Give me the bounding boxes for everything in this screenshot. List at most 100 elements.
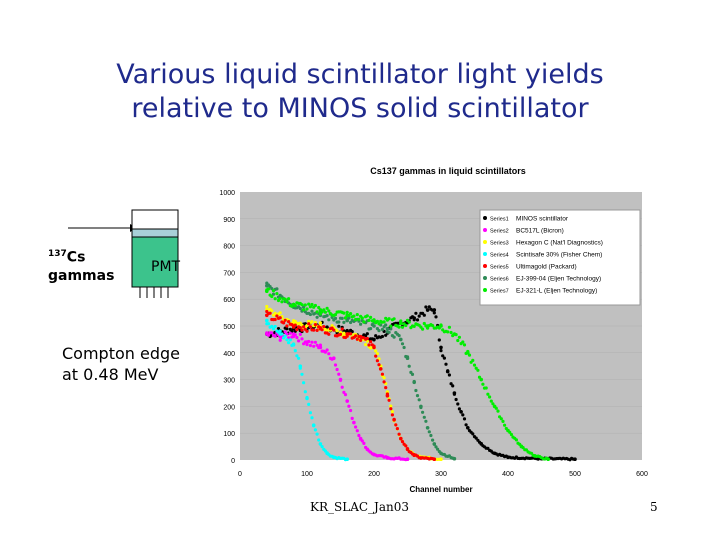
series-Series4	[265, 318, 350, 462]
data-point	[291, 324, 296, 328]
data-point	[412, 453, 417, 458]
data-point	[288, 331, 292, 335]
data-point	[421, 410, 425, 414]
data-point	[315, 328, 319, 332]
x-axis-label: Channel number	[409, 485, 472, 494]
data-point	[287, 297, 291, 301]
data-point	[308, 325, 312, 329]
compton-line-1: Compton edge	[62, 344, 180, 363]
data-point	[305, 396, 309, 401]
data-point	[375, 319, 379, 323]
data-point	[318, 321, 322, 325]
data-point	[327, 352, 331, 356]
data-point	[449, 330, 453, 335]
data-point	[441, 354, 445, 358]
data-point	[434, 445, 438, 449]
data-point	[337, 324, 341, 328]
data-point	[345, 399, 350, 403]
data-point	[392, 317, 396, 321]
data-point	[283, 318, 287, 322]
data-point	[422, 313, 426, 317]
data-point	[389, 324, 393, 328]
data-point	[275, 287, 279, 291]
data-point	[283, 330, 287, 334]
data-point	[431, 324, 435, 328]
data-point	[382, 376, 386, 380]
data-point	[375, 359, 379, 363]
data-point	[302, 308, 306, 312]
data-point	[278, 334, 283, 339]
legend-marker	[483, 264, 487, 268]
data-point	[474, 436, 478, 440]
data-point	[343, 393, 348, 397]
data-point	[481, 382, 485, 386]
data-point	[322, 325, 326, 329]
data-point	[402, 345, 406, 350]
slide-footer: KR_SLAC_Jan03	[310, 500, 409, 514]
data-point	[390, 413, 394, 417]
data-point	[268, 311, 272, 315]
data-point	[325, 348, 329, 352]
data-point	[332, 455, 336, 460]
data-point	[295, 354, 299, 358]
legend-marker	[483, 240, 487, 244]
data-point	[278, 332, 283, 336]
data-point	[318, 326, 323, 331]
data-point	[407, 320, 411, 324]
chart-title: Cs137 gammas in liquid scintillators	[370, 166, 526, 176]
data-point	[300, 328, 304, 332]
data-point	[447, 373, 451, 377]
data-point	[350, 330, 354, 334]
data-point	[333, 316, 338, 320]
data-point	[345, 329, 350, 334]
data-point	[298, 326, 302, 330]
data-point	[477, 375, 482, 379]
data-point	[310, 302, 314, 307]
x-tick-label: 400	[502, 471, 514, 478]
data-point	[308, 305, 312, 309]
data-point	[335, 329, 339, 333]
data-point	[444, 362, 448, 366]
data-point	[414, 311, 418, 315]
data-point	[338, 332, 343, 336]
data-point	[367, 318, 371, 322]
data-point	[270, 309, 274, 313]
data-point	[425, 324, 430, 328]
data-point	[355, 429, 359, 433]
data-point	[355, 313, 359, 317]
data-point	[275, 314, 279, 318]
data-point	[374, 349, 378, 353]
data-point	[415, 318, 420, 322]
data-point	[410, 372, 415, 376]
data-point	[359, 322, 363, 326]
data-point	[432, 442, 437, 446]
data-point	[340, 385, 344, 389]
page-number: 5	[650, 500, 658, 514]
data-point	[342, 320, 346, 324]
vial-top	[131, 209, 179, 230]
data-point	[265, 289, 269, 294]
x-tick-label: 500	[569, 471, 581, 478]
legend-series-label: EJ-321-L (Eljen Technology)	[516, 288, 597, 295]
slide-title: Various liquid scintillator light yields…	[0, 58, 720, 126]
data-point	[360, 316, 364, 320]
data-point	[302, 381, 306, 385]
data-point	[285, 324, 289, 328]
data-point	[405, 356, 410, 361]
data-point	[432, 457, 437, 462]
data-point	[318, 312, 322, 316]
data-point	[384, 386, 388, 390]
data-point	[298, 364, 303, 369]
data-point	[310, 320, 314, 324]
data-point	[327, 332, 331, 336]
data-point	[323, 310, 327, 314]
y-tick-label: 800	[223, 244, 235, 251]
data-point	[501, 419, 505, 423]
data-point	[389, 404, 393, 408]
data-point	[271, 289, 276, 293]
data-point	[265, 332, 269, 336]
data-point	[313, 340, 317, 344]
data-point	[427, 305, 431, 309]
data-points	[265, 281, 577, 462]
data-point	[372, 452, 376, 457]
